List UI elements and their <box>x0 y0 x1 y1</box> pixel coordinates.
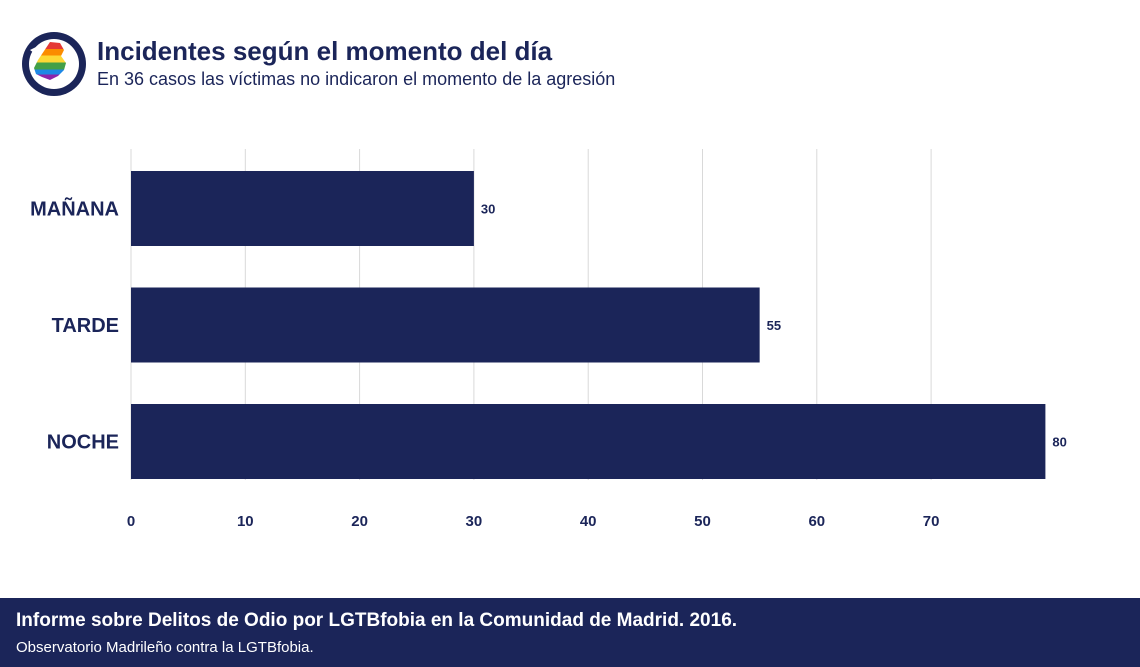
category-label-2: NOCHE <box>47 432 119 454</box>
x-tick-label-40: 40 <box>580 513 597 530</box>
bar-1 <box>131 287 760 363</box>
chart-subtitle: En 36 casos las víctimas no indicaron el… <box>97 69 616 89</box>
bar-chart: 0 10 20 30 40 50 60 70 MAÑANA 30 TARDE 55 NOCHE 80 <box>30 149 1067 531</box>
footer-banner: Informe sobre Delitos de Odio por LGTBfo… <box>0 598 1140 667</box>
footer-organization: Observatorio Madrileño contra la LGTBfob… <box>16 639 314 656</box>
value-label-0: 30 <box>481 202 495 217</box>
x-tick-label-30: 30 <box>466 513 483 530</box>
observatory-rainbow-map-logo-icon <box>22 32 86 96</box>
x-tick-label-70: 70 <box>923 513 940 530</box>
bar-2 <box>131 404 1046 479</box>
chart-title: Incidentes según el momento del día <box>97 36 553 66</box>
footer-report-title: Informe sobre Delitos de Odio por LGTBfo… <box>16 610 738 631</box>
category-label-0: MAÑANA <box>30 198 119 221</box>
chart-labels: 0 10 20 30 40 50 60 70 MAÑANA 30 TARDE 55 NOCHE 80 <box>30 198 1067 531</box>
x-tick-label-20: 20 <box>351 513 368 530</box>
x-tick-label-10: 10 <box>237 513 254 530</box>
category-label-1: TARDE <box>52 315 119 337</box>
value-label-1: 55 <box>767 318 781 333</box>
x-tick-label-0: 0 <box>127 513 135 530</box>
x-tick-label-50: 50 <box>694 513 711 530</box>
x-tick-label-60: 60 <box>808 513 825 530</box>
bars <box>131 171 1046 479</box>
value-label-2: 80 <box>1052 435 1066 450</box>
bar-0 <box>131 171 474 246</box>
